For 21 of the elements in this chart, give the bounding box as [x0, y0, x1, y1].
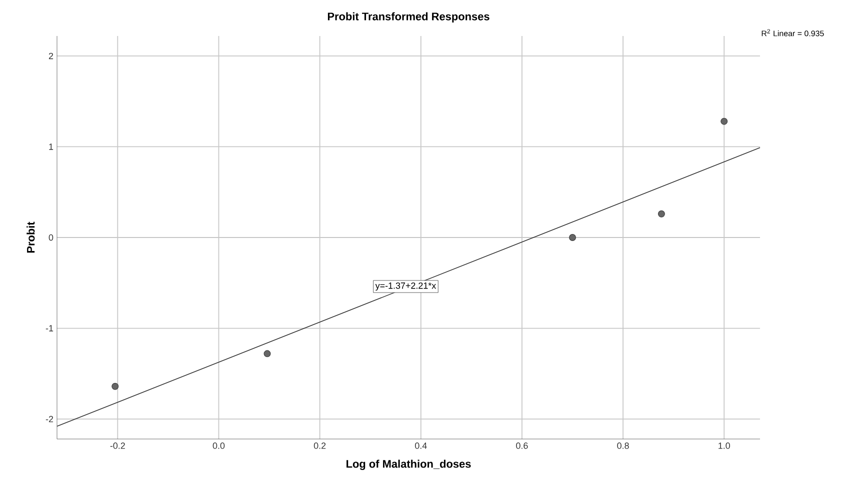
- point: [720, 118, 728, 125]
- point: [112, 382, 119, 390]
- x-tick-label: 1.0: [718, 442, 730, 449]
- y-tick-label: 0: [48, 234, 54, 241]
- x-axis-title: Log of Malathion_doses: [346, 460, 471, 470]
- y-tick-label: 2: [48, 52, 54, 60]
- point: [569, 234, 576, 241]
- chart-title: Probit Transformed Responses: [328, 12, 490, 22]
- x-tick-label: 0.6: [516, 442, 528, 449]
- x-tick-label: 0.2: [314, 442, 326, 449]
- y-axis-title: Probit: [26, 222, 35, 253]
- x-tick-label: 0.0: [212, 442, 225, 449]
- point: [264, 350, 271, 358]
- x-tick-label: -0.2: [110, 442, 125, 449]
- x-tick-label: 0.4: [415, 442, 427, 449]
- x-tick-label: 0.8: [617, 442, 629, 449]
- annotation: y=-1.37+2.21*x: [375, 282, 436, 291]
- point: [658, 210, 665, 218]
- y-tick-label: -2: [46, 416, 54, 422]
- y-tick-label: -1: [46, 325, 54, 332]
- y-tick-label: 1: [49, 144, 54, 150]
